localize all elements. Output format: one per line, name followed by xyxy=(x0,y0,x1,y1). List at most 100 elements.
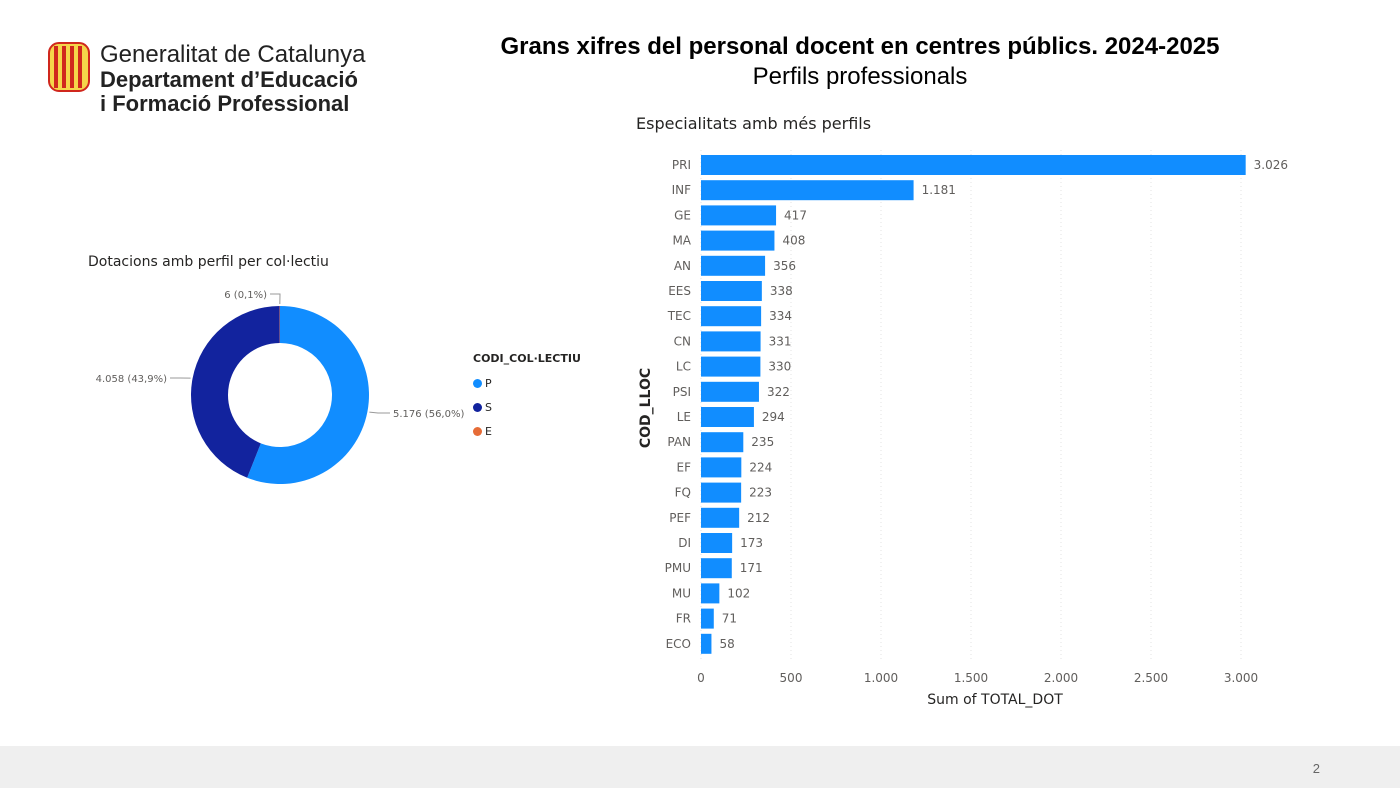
y-tick-label: FR xyxy=(676,612,691,626)
legend-title: CODI_COL·LECTIU xyxy=(473,352,581,365)
x-axis-title: Sum of TOTAL_DOT xyxy=(927,692,1063,708)
y-tick-label: INF xyxy=(672,183,692,197)
y-tick-label: CN xyxy=(674,334,691,348)
catalan-flag-icon xyxy=(48,42,90,92)
bar-di[interactable] xyxy=(701,533,733,553)
y-tick-label: FQ xyxy=(675,486,691,500)
legend-item-s[interactable]: S xyxy=(473,395,581,419)
bar-inf[interactable] xyxy=(701,180,914,201)
y-tick-label: MU xyxy=(672,586,691,600)
logo-text: Generalitat de Catalunya Departament d’E… xyxy=(100,42,366,116)
bar-psi[interactable] xyxy=(701,381,759,402)
bar-value-label: 356 xyxy=(773,259,796,273)
bar-pan[interactable] xyxy=(701,432,744,453)
x-tick-label: 1.000 xyxy=(864,671,898,685)
y-tick-label: MA xyxy=(672,234,691,248)
legend-label-e: E xyxy=(485,424,492,438)
y-tick-label: LC xyxy=(676,360,691,374)
y-tick-label: PMU xyxy=(665,561,691,575)
bar-value-label: 224 xyxy=(749,460,772,474)
x-tick-label: 500 xyxy=(780,671,803,685)
bar-chart-title: Especialitats amb més perfils xyxy=(636,114,872,133)
bar-pri[interactable] xyxy=(701,155,1246,175)
donut-label-e: 6 (0,1%) xyxy=(224,290,267,301)
legend-item-p[interactable]: P xyxy=(473,371,581,395)
donut-chart-title: Dotacions amb perfil per col·lectiu xyxy=(88,254,329,270)
page-title: Grans xifres del personal docent en cent… xyxy=(500,33,1220,60)
donut-slice-p[interactable] xyxy=(247,306,369,484)
bar-value-label: 102 xyxy=(727,586,750,600)
bar-value-label: 417 xyxy=(784,208,807,222)
bar-fr[interactable] xyxy=(701,608,714,629)
bar-value-label: 294 xyxy=(762,410,785,424)
legend-item-e[interactable]: E xyxy=(473,419,581,443)
y-tick-label: PEF xyxy=(669,511,691,525)
bar-fq[interactable] xyxy=(701,482,742,503)
legend-dot-e xyxy=(473,426,482,436)
bar-value-label: 71 xyxy=(722,612,737,626)
y-tick-label: LE xyxy=(677,410,691,424)
legend-label-p: P xyxy=(485,376,492,390)
y-tick-label: EF xyxy=(677,460,692,474)
bar-value-label: 408 xyxy=(782,234,805,248)
title-block: Grans xifres del personal docent en cent… xyxy=(440,32,1280,92)
bar-cn[interactable] xyxy=(701,331,761,352)
bar-pef[interactable] xyxy=(701,507,740,528)
bar-ef[interactable] xyxy=(701,457,742,478)
logo-line-3: i Formació Professional xyxy=(100,91,350,116)
bar-le[interactable] xyxy=(701,407,754,427)
page-subtitle: Perfils professionals xyxy=(752,63,968,90)
bar-value-label: 3.026 xyxy=(1254,158,1288,172)
y-tick-label: GE xyxy=(674,208,691,222)
bar-value-label: 171 xyxy=(740,561,763,575)
y-tick-label: TEC xyxy=(667,309,691,323)
bar-eco[interactable] xyxy=(701,633,712,654)
x-tick-label: 0 xyxy=(697,671,705,685)
donut-legend: CODI_COL·LECTIU P S E xyxy=(473,352,581,443)
bar-value-label: 331 xyxy=(769,334,792,348)
bar-value-label: 235 xyxy=(751,435,774,449)
bar-ees[interactable] xyxy=(701,281,762,301)
donut-leader-p xyxy=(369,411,390,414)
y-tick-label: PSI xyxy=(673,385,691,399)
legend-dot-s xyxy=(473,402,482,412)
y-tick-label: PAN xyxy=(667,435,691,449)
y-tick-label: EES xyxy=(668,284,691,298)
donut-leader-e xyxy=(270,293,281,305)
logo-line-1: Generalitat de Catalunya xyxy=(100,41,366,68)
y-tick-label: DI xyxy=(678,536,691,550)
bar-value-label: 330 xyxy=(768,360,791,374)
y-tick-label: AN xyxy=(674,259,691,273)
y-axis-title: COD_LLOC xyxy=(638,368,654,448)
bar-value-label: 322 xyxy=(767,385,790,399)
bar-ma[interactable] xyxy=(701,230,775,251)
bar-value-label: 212 xyxy=(747,511,770,525)
bar-mu[interactable] xyxy=(701,583,720,604)
x-tick-label: 2.500 xyxy=(1134,671,1168,685)
x-tick-label: 1.500 xyxy=(954,671,988,685)
bar-ge[interactable] xyxy=(701,205,777,226)
x-tick-label: 3.000 xyxy=(1224,671,1258,685)
logo-line-2: Departament d’Educació xyxy=(100,67,358,92)
generalitat-logo: Generalitat de Catalunya Departament d’E… xyxy=(48,40,388,120)
bar-value-label: 223 xyxy=(749,486,772,500)
y-tick-label: PRI xyxy=(672,158,691,172)
donut-slice-s[interactable] xyxy=(190,306,280,478)
y-tick-label: ECO xyxy=(666,637,691,651)
legend-dot-p xyxy=(473,378,482,388)
donut-label-s: 4.058 (43,9%) xyxy=(96,374,167,385)
x-tick-label: 2.000 xyxy=(1044,671,1078,685)
bar-lc[interactable] xyxy=(701,356,761,377)
bar-value-label: 173 xyxy=(740,536,763,550)
donut-label-p: 5.176 (56,0%) xyxy=(393,409,464,420)
bar-chart: 0 500 1.000 1.500 2.000 2.500 3.000 PRI 3.026 INF… xyxy=(638,150,1288,708)
footer-bar: 2 xyxy=(0,746,1400,788)
bar-an[interactable] xyxy=(701,255,766,276)
page-number: 2 xyxy=(1312,761,1320,776)
bar-value-label: 58 xyxy=(719,637,734,651)
bar-value-label: 338 xyxy=(770,284,793,298)
bar-value-label: 334 xyxy=(769,309,792,323)
bar-pmu[interactable] xyxy=(701,558,732,579)
bar-tec[interactable] xyxy=(701,306,762,327)
donut-chart: 5.176 (56,0%) 4.058 (43,9%) 6 (0,1%) xyxy=(96,290,464,484)
